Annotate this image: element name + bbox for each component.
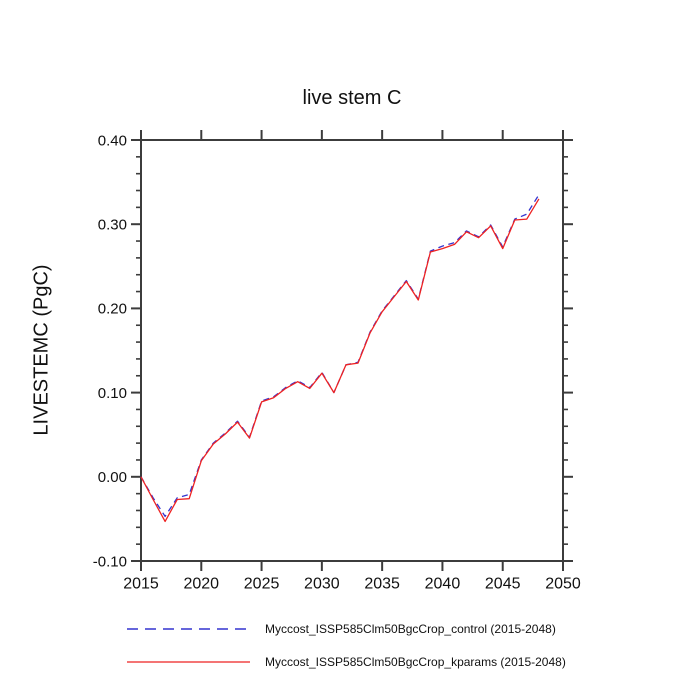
y-tick-label: 0.40 xyxy=(98,132,127,149)
legend-line-dashed-icon xyxy=(127,628,250,630)
legend-label-kparams: Myccost_ISSP585Clm50BgcCrop_kparams (201… xyxy=(265,655,566,669)
x-tick-label: 2040 xyxy=(425,575,461,592)
legend-label-control: Myccost_ISSP585Clm50BgcCrop_control (201… xyxy=(265,622,556,636)
y-tick-label: 0.30 xyxy=(98,216,127,233)
series-line-control xyxy=(140,194,540,518)
y-tick-label: -0.10 xyxy=(93,553,127,570)
x-tick-label: 2045 xyxy=(485,575,521,592)
legend-item-control: Myccost_ISSP585Clm50BgcCrop_control (201… xyxy=(127,622,556,636)
chart-title: live stem C xyxy=(302,87,402,109)
series-line-kparams xyxy=(140,198,540,523)
x-tick-label: 2015 xyxy=(123,575,159,592)
legend-item-kparams: Myccost_ISSP585Clm50BgcCrop_kparams (201… xyxy=(127,655,566,669)
y-tick-label: 0.20 xyxy=(98,301,127,318)
x-tick-label: 2020 xyxy=(183,575,219,592)
y-tick-label: 0.10 xyxy=(98,385,127,402)
x-tick-label: 2030 xyxy=(304,575,340,592)
x-tick-label: 2050 xyxy=(545,575,581,592)
x-tick-label: 2025 xyxy=(244,575,280,592)
plot-box xyxy=(140,139,564,562)
y-tick-label: 0.00 xyxy=(98,469,127,486)
x-tick-label: 2035 xyxy=(364,575,400,592)
legend-line-solid-icon xyxy=(127,661,250,663)
